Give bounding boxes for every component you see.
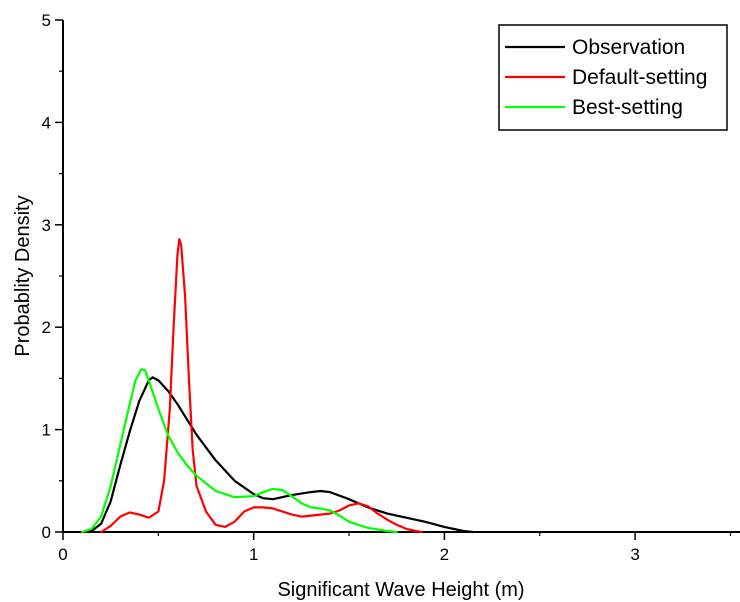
y-tick-label: 2 bbox=[42, 318, 51, 337]
axis-tick-labels: 0 1 2 3 0 1 2 3 4 5 bbox=[42, 11, 640, 564]
series-line-default-setting bbox=[100, 238, 423, 534]
legend-label: Default-setting bbox=[572, 66, 707, 89]
series-lines bbox=[81, 238, 475, 534]
series-line-observation bbox=[81, 376, 475, 534]
legend-label: Best-setting bbox=[572, 96, 683, 119]
legend-label: Observation bbox=[572, 36, 685, 59]
axis-ticks bbox=[55, 19, 732, 540]
y-tick-label: 5 bbox=[42, 11, 51, 30]
y-tick-label: 0 bbox=[42, 523, 51, 542]
y-tick-label: 1 bbox=[42, 421, 51, 440]
y-axis-title: Probablity Density bbox=[12, 195, 34, 356]
x-tick-label: 2 bbox=[440, 545, 449, 564]
x-axis-title: Significant Wave Height (m) bbox=[277, 579, 524, 601]
x-tick-label: 1 bbox=[249, 545, 258, 564]
series-line-best-setting bbox=[81, 368, 398, 534]
y-tick-label: 3 bbox=[42, 216, 51, 235]
x-tick-label: 0 bbox=[58, 545, 67, 564]
legend: Observation Default-setting Best-setting bbox=[498, 24, 728, 131]
x-tick-label: 3 bbox=[630, 545, 639, 564]
y-tick-label: 4 bbox=[42, 113, 51, 132]
